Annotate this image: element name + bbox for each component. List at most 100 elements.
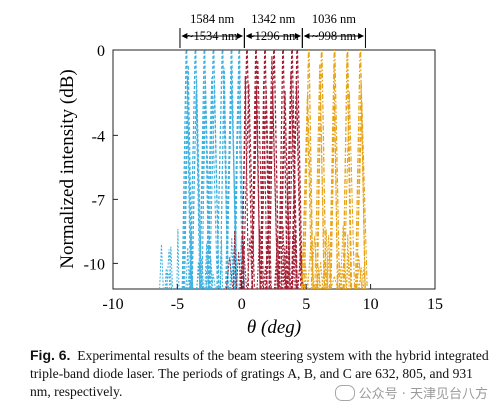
- sweep-line: [225, 88, 238, 289]
- x-tick-label: -10: [102, 296, 123, 313]
- noise-line: [228, 272, 237, 289]
- noise-line: [239, 241, 248, 289]
- noise-line: [330, 275, 339, 289]
- noise-line: [225, 257, 234, 289]
- series-0: [159, 50, 245, 289]
- y-tick-label: -7: [92, 192, 105, 209]
- noise-line: [232, 230, 237, 289]
- sweep-line: [251, 86, 261, 289]
- peak-line: [316, 50, 327, 289]
- annotation-line1: 1036 nm: [312, 12, 356, 26]
- noise-line: [204, 243, 209, 289]
- noise-line: [358, 267, 365, 289]
- sweep-line: [330, 66, 338, 289]
- noise-line: [355, 254, 363, 289]
- noise-line: [356, 262, 363, 289]
- noise-line: [229, 237, 235, 289]
- noise-line: [166, 249, 172, 289]
- sweep-line: [291, 88, 302, 289]
- noise-line: [176, 229, 180, 289]
- peak-line: [328, 50, 341, 289]
- annotation-line2: ~1534 nm: [187, 29, 238, 43]
- noise-line: [263, 265, 268, 289]
- sweep-line: [284, 71, 297, 289]
- noise-line: [321, 261, 329, 289]
- noise-line: [219, 239, 224, 289]
- sweep-line: [278, 95, 292, 289]
- sweep-line: [314, 64, 326, 289]
- noise-line: [246, 237, 253, 289]
- wechat-icon: [334, 384, 355, 401]
- noise-line: [297, 258, 305, 289]
- noise-line: [307, 241, 315, 289]
- sweep-line: [241, 76, 250, 289]
- noise-line: [276, 276, 280, 289]
- series-1: [225, 50, 305, 289]
- watermark: 公众号 · 天津见台八方: [334, 383, 488, 402]
- x-tick-label: 0: [238, 296, 246, 313]
- annotation-line1: 1342 nm: [251, 12, 295, 26]
- noise-line: [186, 267, 194, 289]
- noise-line: [164, 268, 168, 289]
- noise-line: [164, 274, 173, 289]
- sweep-line: [242, 83, 255, 289]
- noise-line: [240, 232, 245, 289]
- sweep-line: [330, 103, 339, 289]
- sweep-line: [280, 90, 290, 289]
- sweep-line: [191, 93, 201, 289]
- noise-line: [264, 235, 272, 289]
- noise-line: [189, 233, 194, 289]
- sweep-line: [266, 86, 279, 289]
- sweep-line: [288, 97, 298, 289]
- noise-line: [256, 228, 264, 289]
- sweep-line: [302, 99, 313, 289]
- plot-frame: [112, 49, 436, 290]
- annotation-line2: ~998 nm: [312, 29, 357, 43]
- sweep-line: [343, 91, 356, 289]
- noise-line: [292, 235, 299, 289]
- y-tick-label: -4: [92, 128, 105, 145]
- sweep-line: [219, 69, 229, 289]
- x-tick-label: 15: [427, 296, 443, 313]
- noise-line: [318, 261, 324, 289]
- noise-line: [185, 247, 191, 289]
- sweep-line: [219, 67, 229, 289]
- noise-line: [168, 246, 174, 289]
- noise-line: [339, 225, 347, 289]
- y-axis-label: Normalized intensity (dB): [57, 69, 78, 268]
- series-2: [301, 50, 368, 289]
- figure-caption: Fig. 6. Experimental results of the beam…: [30, 346, 490, 401]
- noise-line: [159, 244, 164, 289]
- noise-line: [325, 234, 332, 289]
- sweep-line: [182, 78, 193, 289]
- caption-text: Experimental results of the beam steerin…: [30, 348, 489, 399]
- beam-steering-chart: -10 -5 0 5 10 15 0 -4 -7 -10 1584 nm ~1534 nm 1342 …: [57, 12, 443, 338]
- noise-line: [196, 261, 201, 289]
- noise-line: [323, 229, 329, 289]
- noise-line: [310, 236, 319, 289]
- x-axis-label: θ (deg): [247, 317, 301, 338]
- noise-line: [275, 237, 281, 289]
- noise-line: [291, 226, 296, 289]
- noise-line: [314, 272, 322, 289]
- sweep-line: [290, 83, 303, 289]
- y-tick-label: 0: [97, 43, 105, 60]
- sweep-line: [260, 87, 272, 289]
- x-tick-label: 10: [363, 296, 379, 313]
- sweep-line: [265, 55, 279, 289]
- noise-line: [345, 234, 350, 289]
- noise-line: [301, 231, 307, 289]
- noise-line: [282, 246, 288, 289]
- sweep-line: [356, 80, 366, 289]
- annotation-line2: ~1296 nm: [248, 29, 299, 43]
- sweep-line: [356, 101, 368, 289]
- y-tick-label: -10: [84, 256, 105, 273]
- sweep-line: [342, 54, 352, 289]
- sweep-line: [205, 77, 218, 289]
- watermark-text: 公众号 · 天津见台八方: [358, 387, 488, 402]
- noise-line: [339, 263, 348, 289]
- annotation-line1: 1584 nm: [190, 12, 234, 26]
- sweep-line: [184, 65, 193, 289]
- noise-line: [208, 258, 214, 289]
- x-tick-label: -5: [171, 296, 184, 313]
